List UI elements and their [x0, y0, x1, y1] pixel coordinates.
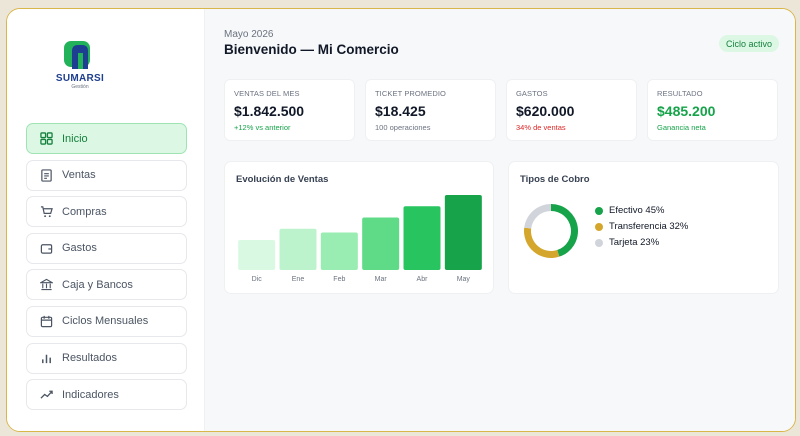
legend-dot: [595, 206, 603, 215]
page-title: Bienvenido — Mi Comercio: [224, 42, 399, 57]
bar-dic: [238, 240, 276, 270]
sidebar-item-label: Indicadores: [62, 388, 119, 401]
slice-efectivo: [551, 204, 578, 257]
x-tick-label: Feb: [333, 276, 345, 283]
legend-item-tarjeta: Tarjeta 23%: [595, 237, 688, 248]
sidebar-item-ciclos-mensuales[interactable]: Ciclos Mensuales: [26, 305, 187, 337]
kpi-cards: VENTAS DEL MES $1.842.500 +12% vs anterior…: [224, 79, 778, 141]
kpi-card: RESULTADO $485.200 Ganancia neta: [647, 79, 778, 141]
sidebar-item-ventas[interactable]: Ventas: [26, 159, 187, 191]
bar-abr: [403, 206, 441, 270]
x-tick-label: Ene: [292, 276, 305, 283]
legend-label: Efectivo 45%: [609, 205, 665, 216]
sidebar-item-gastos[interactable]: Gastos: [26, 232, 187, 264]
kpi-card: GASTOS $620.000 34% de ventas: [506, 79, 637, 141]
bar-feb: [320, 232, 358, 270]
kpi-label: TICKET PROMEDIO: [375, 89, 446, 98]
legend-dot: [595, 238, 603, 247]
sidebar-item-label: Gastos: [62, 242, 97, 255]
sidebar-item-compras[interactable]: Compras: [26, 196, 187, 228]
kpi-subtext: 100 operaciones: [375, 123, 431, 132]
bar-ene: [279, 228, 317, 270]
main-content: Mayo 2026 Bienvenido — Mi Comercio Ciclo…: [205, 9, 795, 431]
kpi-label: RESULTADO: [657, 89, 703, 98]
x-tick-label: Mar: [375, 276, 388, 283]
x-tick-label: May: [457, 276, 471, 283]
bar-chart-icon: [39, 351, 53, 365]
kpi-label: GASTOS: [516, 89, 548, 98]
sidebar-item-label: Caja y Bancos: [62, 278, 133, 291]
bar-mar: [362, 217, 400, 270]
app-window: SUMARSI Gestión Inicio Ventas Compras Gasto…: [6, 8, 796, 432]
current-period: Mayo 2026: [224, 29, 274, 40]
kpi-label: VENTAS DEL MES: [234, 89, 300, 98]
sidebar-item-label: Ventas: [62, 169, 96, 182]
logo-mark-icon: [64, 41, 90, 69]
legend-label: Tarjeta 23%: [609, 237, 660, 248]
kpi-subtext: +12% vs anterior: [234, 123, 291, 132]
sidebar-item-label: Resultados: [62, 352, 118, 365]
kpi-value: $620.000: [516, 103, 575, 119]
sales-panel-title: Evolución de Ventas: [236, 174, 329, 185]
status-badge: Ciclo activo: [718, 35, 779, 52]
slice-transferencia: [524, 227, 560, 258]
sidebar: SUMARSI Gestión Inicio Ventas Compras Gasto…: [7, 9, 205, 431]
bar-may: [444, 195, 482, 270]
grid-icon: [39, 132, 53, 146]
bank-icon: [39, 278, 53, 292]
sidebar-nav: Inicio Ventas Compras Gastos Caja y Bancos Ci…: [26, 123, 187, 416]
sidebar-item-caja-y-bancos[interactable]: Caja y Bancos: [26, 269, 187, 301]
kpi-card: VENTAS DEL MES $1.842.500 +12% vs anterior: [224, 79, 355, 141]
x-tick-label: Abr: [417, 276, 429, 283]
sidebar-item-label: Inicio: [62, 132, 88, 145]
kpi-subtext: Ganancia neta: [657, 123, 706, 132]
kpi-value: $18.425: [375, 103, 426, 119]
kpi-value: $485.200: [657, 103, 716, 119]
sidebar-item-resultados[interactable]: Resultados: [26, 342, 187, 374]
kpi-value: $1.842.500: [234, 103, 305, 119]
x-tick-label: Dic: [252, 276, 263, 283]
sidebar-item-label: Ciclos Mensuales: [62, 315, 149, 328]
brand-subtitle: Gestión: [71, 84, 89, 90]
sidebar-item-inicio[interactable]: Inicio: [26, 123, 187, 154]
cart-icon: [39, 205, 53, 219]
brand-logo: SUMARSI Gestión: [45, 39, 115, 90]
payment-legend: Efectivo 45% Transferencia 32% Tarjeta 23%: [595, 205, 688, 253]
trend-icon: [39, 388, 53, 402]
kpi-card: TICKET PROMEDIO $18.425 100 operaciones: [365, 79, 496, 141]
sidebar-item-indicadores[interactable]: Indicadores: [26, 379, 187, 411]
sales-bar-chart: Dic Ene Feb Mar Abr May: [238, 195, 482, 283]
calendar-icon: [39, 314, 53, 328]
legend-label: Transferencia 32%: [609, 221, 689, 232]
brand-name: SUMARSI: [55, 73, 105, 84]
legend-dot: [595, 222, 603, 231]
legend-item-efectivo: Efectivo 45%: [595, 205, 688, 216]
sidebar-item-label: Compras: [62, 205, 107, 218]
legend-item-transferencia: Transferencia 32%: [595, 221, 688, 232]
payments-panel-title: Tipos de Cobro: [520, 174, 590, 185]
payment-types-panel: Tipos de Cobro Efectivo 45% Transferencia…: [508, 161, 779, 294]
receipt-icon: [39, 168, 53, 182]
slice-tarjeta: [524, 204, 551, 229]
payment-donut-chart: [524, 204, 578, 258]
sales-evolution-panel: Evolución de Ventas Dic Ene Feb Mar Abr May: [224, 161, 494, 294]
kpi-subtext: 34% de ventas: [516, 123, 566, 132]
wallet-icon: [39, 241, 53, 255]
